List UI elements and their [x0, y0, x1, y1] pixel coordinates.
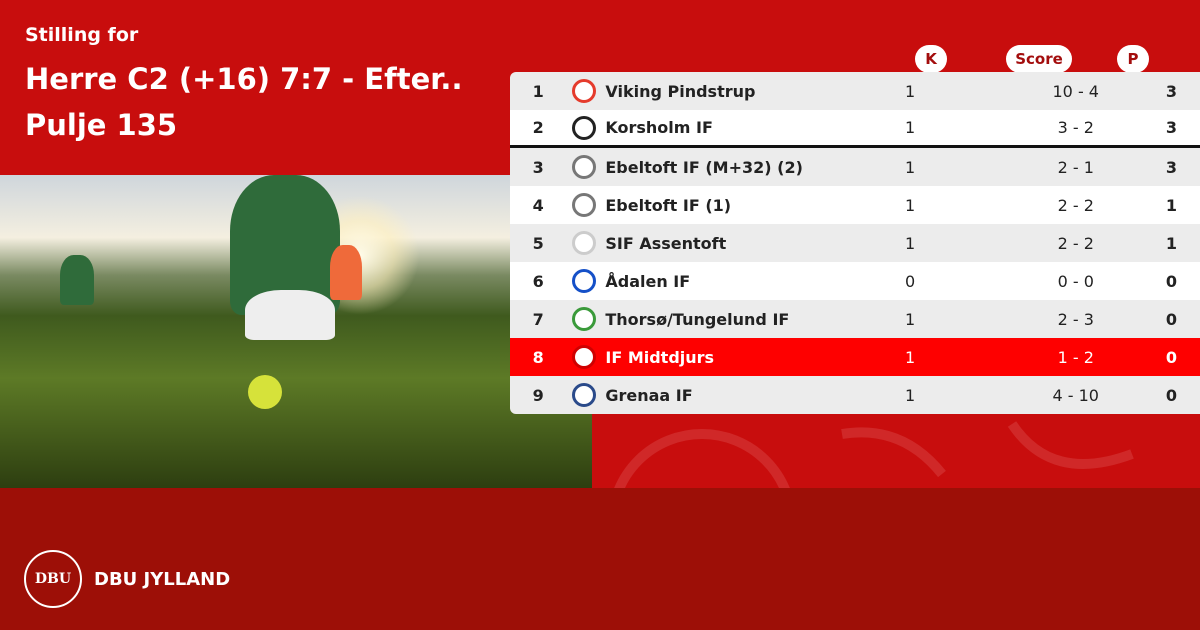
column-header-p[interactable]: P: [1117, 45, 1149, 73]
team-logo-icon: [563, 383, 605, 407]
matches-played: 1: [904, 385, 916, 405]
matches-played: 1: [904, 118, 916, 137]
table-row[interactable]: 4 Ebeltoft IF (1) 1 2 - 2 1: [510, 186, 1200, 224]
team-name[interactable]: IF Midtdjurs: [605, 347, 715, 367]
points: 1: [1165, 233, 1177, 253]
score: 4 - 10: [1052, 385, 1099, 405]
points: 3: [1165, 157, 1177, 177]
team-name[interactable]: Ådalen IF: [605, 271, 691, 291]
points: 0: [1165, 309, 1177, 329]
team-name[interactable]: Ebeltoft IF (1): [605, 195, 732, 215]
team-logo-icon: [563, 231, 605, 255]
player: [330, 245, 362, 300]
title-line-2: Pulje 135: [25, 108, 178, 142]
team-logo-icon: [563, 115, 605, 140]
position: 4: [532, 195, 544, 215]
matches-played: 1: [904, 81, 916, 101]
subtitle: Stilling for: [25, 24, 139, 46]
points: 0: [1165, 385, 1177, 405]
score: 0 - 0: [1057, 271, 1094, 291]
table-row[interactable]: 7 Thorsø/Tungelund IF 1 2 - 3 0: [510, 300, 1200, 338]
team-logo-icon: [563, 155, 605, 179]
brand-name: DBU JYLLAND: [94, 568, 231, 590]
team-name[interactable]: Grenaa IF: [605, 385, 693, 405]
table-row[interactable]: 3 Ebeltoft IF (M+32) (2) 1 2 - 1 3: [510, 148, 1200, 186]
position: 5: [532, 233, 544, 253]
table-row[interactable]: 9 Grenaa IF 1 4 - 10 0: [510, 376, 1200, 414]
team-name[interactable]: SIF Assentoft: [605, 233, 727, 253]
dbu-logo: DBU: [24, 550, 82, 608]
score: 10 - 4: [1052, 81, 1099, 101]
position: 1: [532, 81, 544, 101]
points: 1: [1165, 195, 1177, 215]
table-row[interactable]: 5 SIF Assentoft 1 2 - 2 1: [510, 224, 1200, 262]
position: 6: [532, 271, 544, 291]
points: 3: [1165, 81, 1177, 101]
watermark: [614, 421, 1134, 488]
position: 8: [532, 347, 544, 367]
points: 0: [1165, 347, 1177, 367]
football-photo: [0, 175, 592, 488]
table-row[interactable]: 6 Ådalen IF 0 0 - 0 0: [510, 262, 1200, 300]
position: 9: [532, 385, 544, 405]
table-row[interactable]: 2 Korsholm IF 1 3 - 2 3: [510, 110, 1200, 148]
column-header-k[interactable]: K: [915, 45, 947, 73]
score: 2 - 2: [1057, 233, 1094, 253]
score: 2 - 1: [1057, 157, 1094, 177]
matches-played: 1: [904, 309, 916, 329]
team-logo-icon: [563, 193, 605, 217]
table-row[interactable]: 8 IF Midtdjurs 1 1 - 2 0: [510, 338, 1200, 376]
football: [248, 375, 282, 409]
position: 2: [532, 118, 544, 137]
points: 0: [1165, 271, 1177, 291]
matches-played: 0: [904, 271, 916, 291]
matches-played: 1: [904, 347, 916, 367]
team-name[interactable]: Viking Pindstrup: [605, 81, 756, 101]
team-logo-icon: [563, 269, 605, 293]
brand: DBU DBU JYLLAND: [24, 550, 230, 608]
matches-played: 1: [904, 157, 916, 177]
matches-played: 1: [904, 195, 916, 215]
team-logo-icon: [563, 79, 605, 103]
score: 2 - 3: [1057, 309, 1094, 329]
team-name[interactable]: Korsholm IF: [605, 118, 713, 137]
title-line-1: Herre C2 (+16) 7:7 - Efter..: [25, 62, 463, 96]
table-row[interactable]: 1 Viking Pindstrup 1 10 - 4 3: [510, 72, 1200, 110]
footer-area: [0, 488, 1200, 630]
position: 3: [532, 157, 544, 177]
team-name[interactable]: Ebeltoft IF (M+32) (2): [605, 157, 803, 177]
team-name[interactable]: Thorsø/Tungelund IF: [605, 309, 790, 329]
player: [245, 290, 335, 340]
player: [60, 255, 94, 305]
matches-played: 1: [904, 233, 916, 253]
score: 3 - 2: [1057, 118, 1094, 137]
column-header-score[interactable]: Score: [1006, 45, 1072, 73]
score: 2 - 2: [1057, 195, 1094, 215]
points: 3: [1165, 118, 1177, 137]
page-title: Herre C2 (+16) 7:7 - Efter.. Pulje 135: [25, 56, 462, 148]
team-logo-icon: [563, 307, 605, 331]
team-logo-icon: [563, 345, 605, 369]
position: 7: [532, 309, 544, 329]
score: 1 - 2: [1057, 347, 1094, 367]
